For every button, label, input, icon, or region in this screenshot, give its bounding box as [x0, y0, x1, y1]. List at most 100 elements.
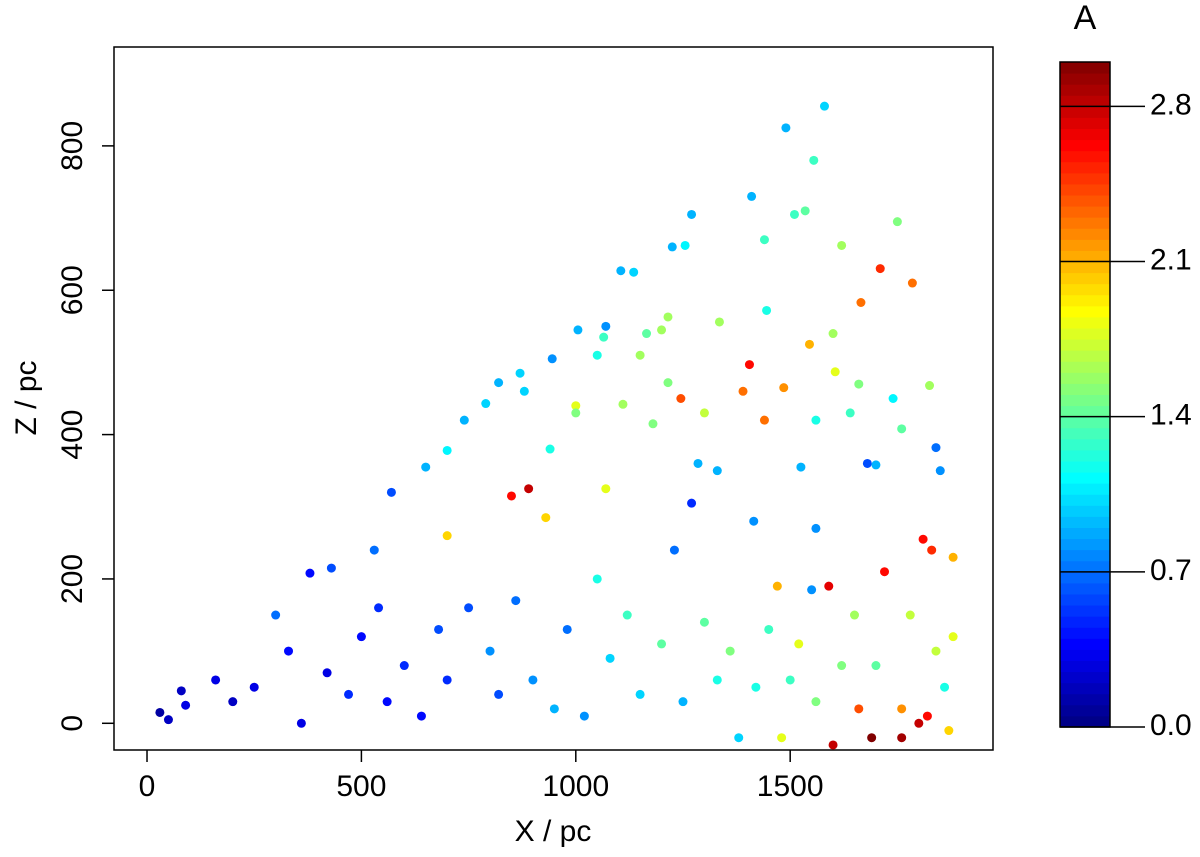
point — [762, 305, 772, 315]
colorbar-step — [1060, 638, 1110, 650]
point — [382, 697, 392, 707]
point — [837, 240, 847, 250]
point — [434, 624, 444, 634]
colorbar-step — [1060, 627, 1110, 639]
point — [856, 298, 866, 308]
point — [699, 617, 709, 627]
colorbar-step — [1060, 660, 1110, 673]
point — [678, 697, 688, 707]
point — [759, 235, 769, 245]
point — [322, 668, 332, 678]
point — [944, 726, 954, 736]
point — [211, 675, 221, 685]
point — [905, 610, 915, 620]
point — [819, 101, 829, 111]
colorbar-step — [1060, 106, 1110, 118]
point — [592, 350, 602, 360]
colorbar-step — [1060, 427, 1110, 440]
point — [712, 466, 722, 476]
colorbar-step — [1060, 416, 1110, 429]
colorbar-title: A — [1074, 0, 1097, 37]
point — [914, 718, 924, 728]
point — [809, 155, 819, 165]
point — [228, 697, 238, 707]
point — [854, 704, 864, 714]
colorbar-tick-label: 2.1 — [1150, 243, 1192, 276]
point — [837, 661, 847, 671]
point — [828, 329, 838, 339]
colorbar-tick-label: 2.8 — [1150, 88, 1192, 121]
colorbar-step — [1060, 150, 1110, 163]
point — [777, 733, 787, 743]
point — [296, 718, 306, 728]
point — [369, 545, 379, 555]
point — [481, 399, 491, 409]
point — [528, 675, 538, 685]
point — [811, 523, 821, 533]
point — [854, 379, 864, 389]
point — [485, 646, 495, 656]
colorbar-tick-label: 0.0 — [1150, 709, 1192, 742]
point — [442, 675, 452, 685]
point — [421, 462, 431, 472]
x-tick-label: 500 — [336, 770, 386, 803]
point — [897, 704, 907, 714]
colorbar-step — [1060, 250, 1110, 262]
colorbar-step — [1060, 172, 1110, 185]
point — [800, 206, 810, 216]
point — [571, 401, 581, 411]
colorbar-step — [1060, 704, 1110, 717]
point — [416, 711, 426, 721]
point — [749, 516, 759, 526]
point — [897, 424, 907, 434]
point — [811, 415, 821, 425]
point — [779, 383, 789, 393]
colorbar-step — [1060, 73, 1110, 85]
point — [459, 415, 469, 425]
point — [892, 217, 902, 227]
point — [515, 368, 525, 378]
point — [699, 408, 709, 418]
colorbar-step — [1060, 228, 1110, 240]
colorbar-step — [1060, 294, 1110, 307]
point — [871, 460, 881, 470]
colorbar-step — [1060, 538, 1110, 551]
point — [511, 596, 521, 606]
point — [922, 711, 932, 721]
x-tick-label: 0 — [139, 770, 156, 803]
point — [940, 682, 950, 692]
colorbar-step — [1060, 128, 1110, 141]
point — [712, 675, 722, 685]
y-tick-label: 200 — [56, 554, 89, 604]
point — [669, 545, 679, 555]
colorbar-step — [1060, 283, 1110, 296]
point — [897, 733, 907, 743]
point — [875, 264, 885, 274]
colorbar-step — [1060, 161, 1110, 174]
point — [845, 408, 855, 418]
point — [271, 610, 281, 620]
point — [725, 646, 735, 656]
point — [181, 700, 191, 710]
point — [163, 715, 173, 725]
point — [680, 240, 690, 250]
point — [648, 419, 658, 429]
colorbar-step — [1060, 649, 1110, 661]
x-tick-label: 1000 — [542, 770, 609, 803]
point — [676, 394, 686, 403]
point — [714, 317, 724, 327]
point — [693, 458, 703, 468]
colorbar-step — [1060, 261, 1110, 274]
y-tick-label: 600 — [56, 265, 89, 315]
colorbar-step — [1060, 405, 1110, 418]
x-tick-label: 1500 — [757, 770, 824, 803]
colorbar-step — [1060, 549, 1110, 562]
point — [176, 686, 186, 696]
colorbar-step — [1060, 394, 1110, 407]
colorbar-step — [1060, 483, 1110, 495]
colorbar-step — [1060, 438, 1110, 451]
colorbar-step — [1060, 605, 1110, 617]
point — [907, 278, 917, 288]
point — [374, 603, 384, 613]
colorbar-step — [1060, 472, 1110, 484]
